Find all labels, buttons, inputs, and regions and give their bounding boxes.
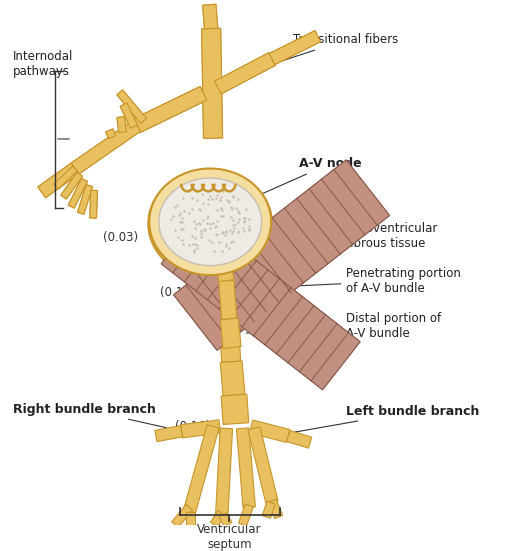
- Polygon shape: [183, 425, 219, 514]
- Polygon shape: [155, 425, 183, 441]
- Polygon shape: [268, 499, 283, 518]
- Polygon shape: [220, 318, 241, 348]
- Polygon shape: [215, 53, 275, 94]
- Text: Ventricular
septum: Ventricular septum: [197, 523, 262, 550]
- Polygon shape: [239, 504, 253, 526]
- Text: Internodal
pathways: Internodal pathways: [13, 50, 74, 78]
- Polygon shape: [71, 120, 141, 174]
- Polygon shape: [134, 87, 207, 132]
- Polygon shape: [61, 172, 82, 199]
- Polygon shape: [120, 103, 138, 128]
- Polygon shape: [215, 53, 275, 94]
- Polygon shape: [172, 505, 193, 527]
- Polygon shape: [219, 280, 237, 320]
- Text: A-V node: A-V node: [244, 157, 361, 202]
- Polygon shape: [174, 160, 390, 350]
- Polygon shape: [54, 166, 77, 189]
- Polygon shape: [237, 428, 255, 508]
- Polygon shape: [161, 216, 360, 390]
- Polygon shape: [134, 87, 207, 132]
- Polygon shape: [202, 29, 223, 138]
- Text: Atrioventricular
fibrous tissue: Atrioventricular fibrous tissue: [332, 222, 439, 250]
- Polygon shape: [220, 328, 241, 363]
- Polygon shape: [120, 103, 138, 128]
- Polygon shape: [181, 420, 221, 438]
- Polygon shape: [186, 512, 195, 525]
- Polygon shape: [202, 29, 223, 138]
- Text: Right bundle branch: Right bundle branch: [13, 403, 166, 428]
- Polygon shape: [249, 420, 290, 442]
- Polygon shape: [117, 117, 126, 133]
- Ellipse shape: [159, 178, 262, 266]
- Text: (0.03): (0.03): [102, 231, 138, 245]
- Polygon shape: [220, 361, 245, 396]
- Text: Penetrating portion
of A-V bundle: Penetrating portion of A-V bundle: [244, 267, 461, 295]
- Polygon shape: [38, 163, 79, 198]
- Text: Distal portion of
A-V bundle: Distal portion of A-V bundle: [246, 311, 441, 339]
- Polygon shape: [216, 428, 232, 517]
- Text: (0.12): (0.12): [160, 286, 195, 299]
- Polygon shape: [215, 254, 234, 282]
- Polygon shape: [90, 190, 97, 218]
- Polygon shape: [117, 90, 146, 123]
- Polygon shape: [77, 185, 93, 214]
- Ellipse shape: [158, 179, 263, 268]
- Polygon shape: [77, 185, 93, 214]
- Polygon shape: [90, 190, 97, 218]
- Polygon shape: [68, 179, 88, 208]
- Polygon shape: [117, 90, 146, 123]
- Polygon shape: [71, 120, 141, 174]
- Polygon shape: [106, 129, 116, 139]
- Polygon shape: [215, 266, 234, 296]
- Polygon shape: [61, 172, 82, 199]
- Polygon shape: [221, 394, 249, 424]
- Polygon shape: [218, 294, 238, 329]
- Polygon shape: [262, 501, 275, 518]
- Polygon shape: [68, 179, 88, 208]
- Polygon shape: [106, 129, 116, 139]
- Polygon shape: [203, 4, 218, 29]
- Ellipse shape: [150, 169, 271, 275]
- Ellipse shape: [148, 170, 272, 278]
- Polygon shape: [54, 166, 77, 189]
- Polygon shape: [269, 31, 321, 64]
- Polygon shape: [38, 163, 79, 198]
- Polygon shape: [174, 160, 390, 350]
- Text: Left bundle branch: Left bundle branch: [286, 405, 480, 434]
- Polygon shape: [248, 427, 278, 504]
- Polygon shape: [117, 117, 126, 133]
- Polygon shape: [161, 216, 360, 390]
- Polygon shape: [219, 513, 232, 527]
- Polygon shape: [287, 430, 312, 448]
- Text: (0.16): (0.16): [175, 420, 210, 433]
- Polygon shape: [210, 511, 225, 527]
- Polygon shape: [269, 31, 321, 64]
- Text: Transitional fibers: Transitional fibers: [267, 34, 398, 66]
- Polygon shape: [203, 4, 218, 29]
